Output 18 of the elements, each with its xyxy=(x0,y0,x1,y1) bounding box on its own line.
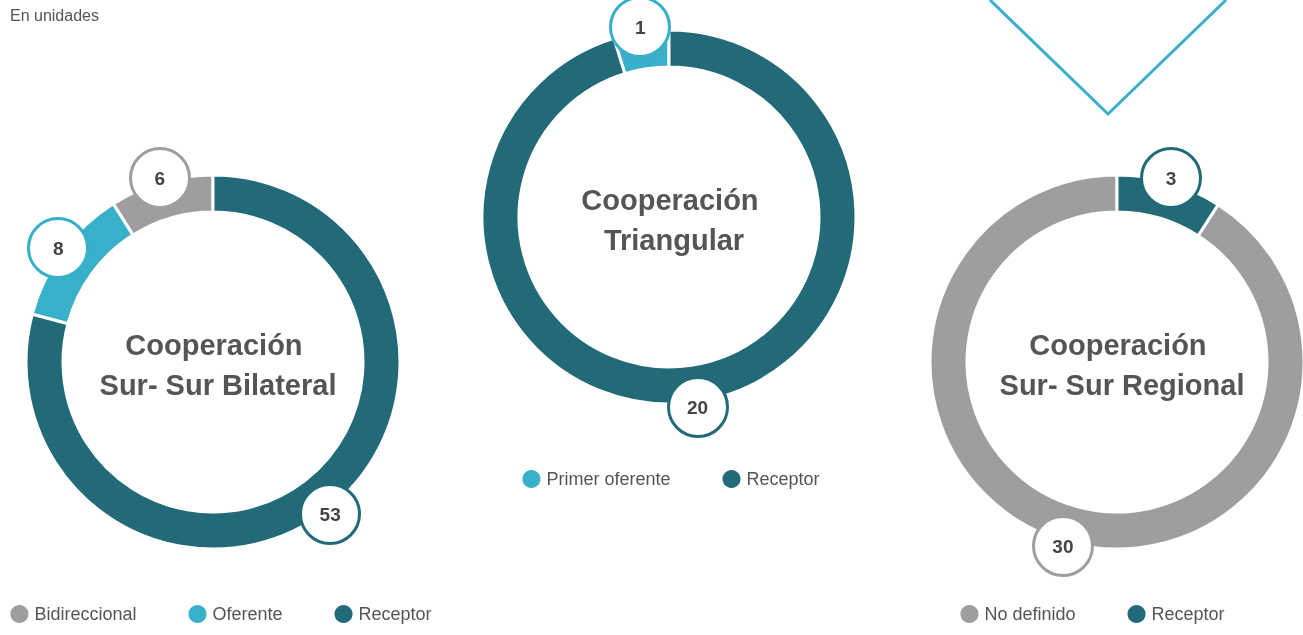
data-label: 8 xyxy=(51,238,65,261)
legend-label: Bidireccional xyxy=(34,604,137,624)
legend-label: No definido xyxy=(984,604,1076,624)
data-label: 20 xyxy=(686,396,710,419)
legend-label: Primer oferente xyxy=(546,469,671,489)
data-label: 30 xyxy=(1051,536,1075,559)
data-label: 3 xyxy=(1164,167,1178,190)
text: Cooperación Triangular xyxy=(581,184,767,256)
legend-label: Oferente xyxy=(212,604,283,624)
legend-label: Receptor xyxy=(358,604,432,624)
text: Cooperación Sur- Sur Regional xyxy=(999,329,1245,401)
legend-label: Receptor xyxy=(746,469,820,489)
chart-subtitle: En unidades xyxy=(10,6,99,24)
text: Cooperación Sur- Sur Bilateral xyxy=(99,329,337,401)
data-label: 53 xyxy=(318,504,342,527)
data-label: 6 xyxy=(153,167,166,190)
legend-label: Receptor xyxy=(1151,604,1225,624)
data-label: 1 xyxy=(634,17,647,40)
